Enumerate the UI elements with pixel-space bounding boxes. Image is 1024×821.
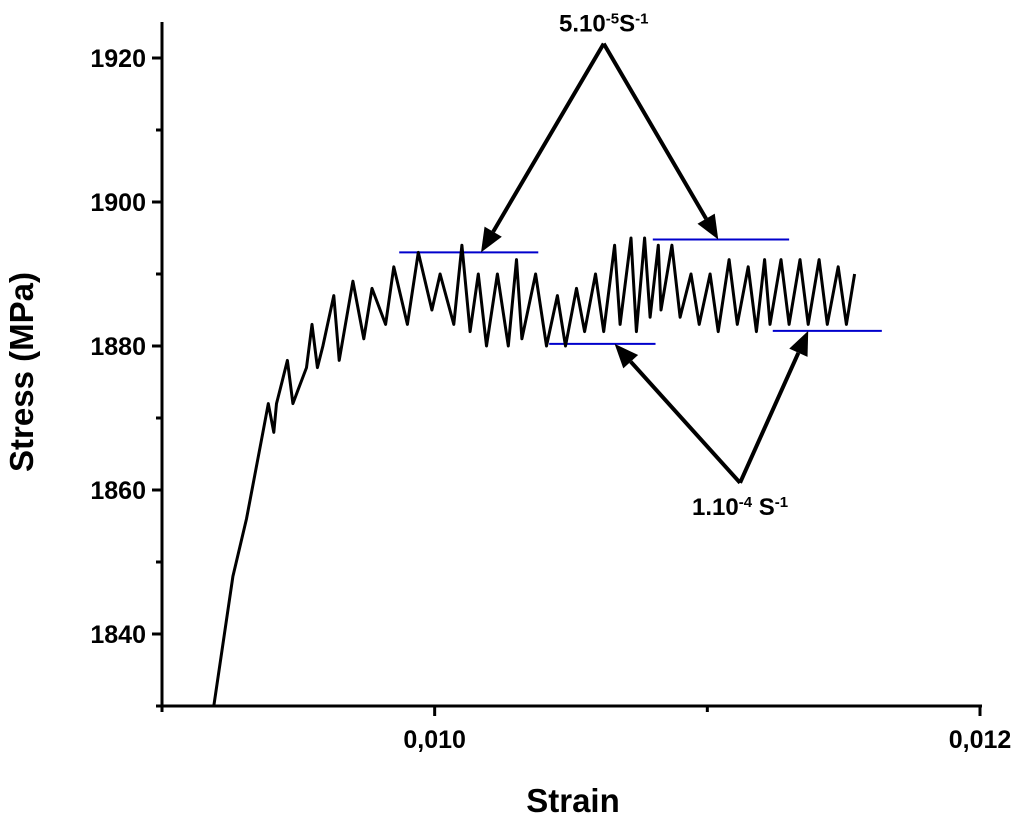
annotations: 5.10-5S-11.10-4 S-1: [481, 10, 809, 521]
annotation-1-arrow-0: [629, 360, 742, 485]
y-axis-label: Stress (MPa): [3, 272, 40, 472]
axes: [160, 22, 982, 708]
annotation-label-0: 5.10-5S-1: [559, 10, 648, 37]
annotation-1-arrow-1-head: [789, 330, 809, 357]
x-axis-label: Strain: [526, 782, 620, 819]
annotation-1-part-1: -4: [739, 493, 753, 510]
series-line-0: [212, 236, 857, 707]
annotation-1-part-0: 1.10: [692, 494, 739, 521]
annotation-1-arrow-0-head: [614, 343, 639, 369]
annotation-0-part-0: 5.10: [559, 11, 606, 38]
annotation-0-arrow-1-head: [697, 213, 719, 240]
annotation-0-arrow-0: [491, 42, 606, 233]
ticks: 1840 1860 1880 1900 1920 0,010 0,012: [90, 45, 1011, 754]
annotation-0-arrow-1: [601, 42, 708, 220]
annotation-1-part-3: -1: [775, 493, 788, 510]
annotation-0-part-1: -5: [606, 10, 619, 27]
annotation-1-part-2: S: [752, 494, 775, 521]
annotation-1-arrow-1: [738, 351, 801, 484]
x-tick-label-0: 0,010: [403, 726, 466, 754]
y-tick-label-3: 1900: [90, 189, 146, 217]
y-tick-label-0: 1840: [90, 621, 146, 649]
annotation-0-arrow-0-head: [481, 226, 502, 253]
y-tick-label-2: 1880: [90, 333, 146, 361]
annotation-label-1: 1.10-4 S-1: [692, 493, 788, 521]
y-tick-label-4: 1920: [90, 45, 146, 73]
x-tick-label-1: 0,012: [949, 726, 1012, 754]
annotation-0-part-2: S: [619, 11, 635, 38]
y-tick-label-1: 1860: [90, 477, 146, 505]
series-group: [212, 236, 857, 707]
annotation-0-part-3: -1: [635, 10, 648, 27]
